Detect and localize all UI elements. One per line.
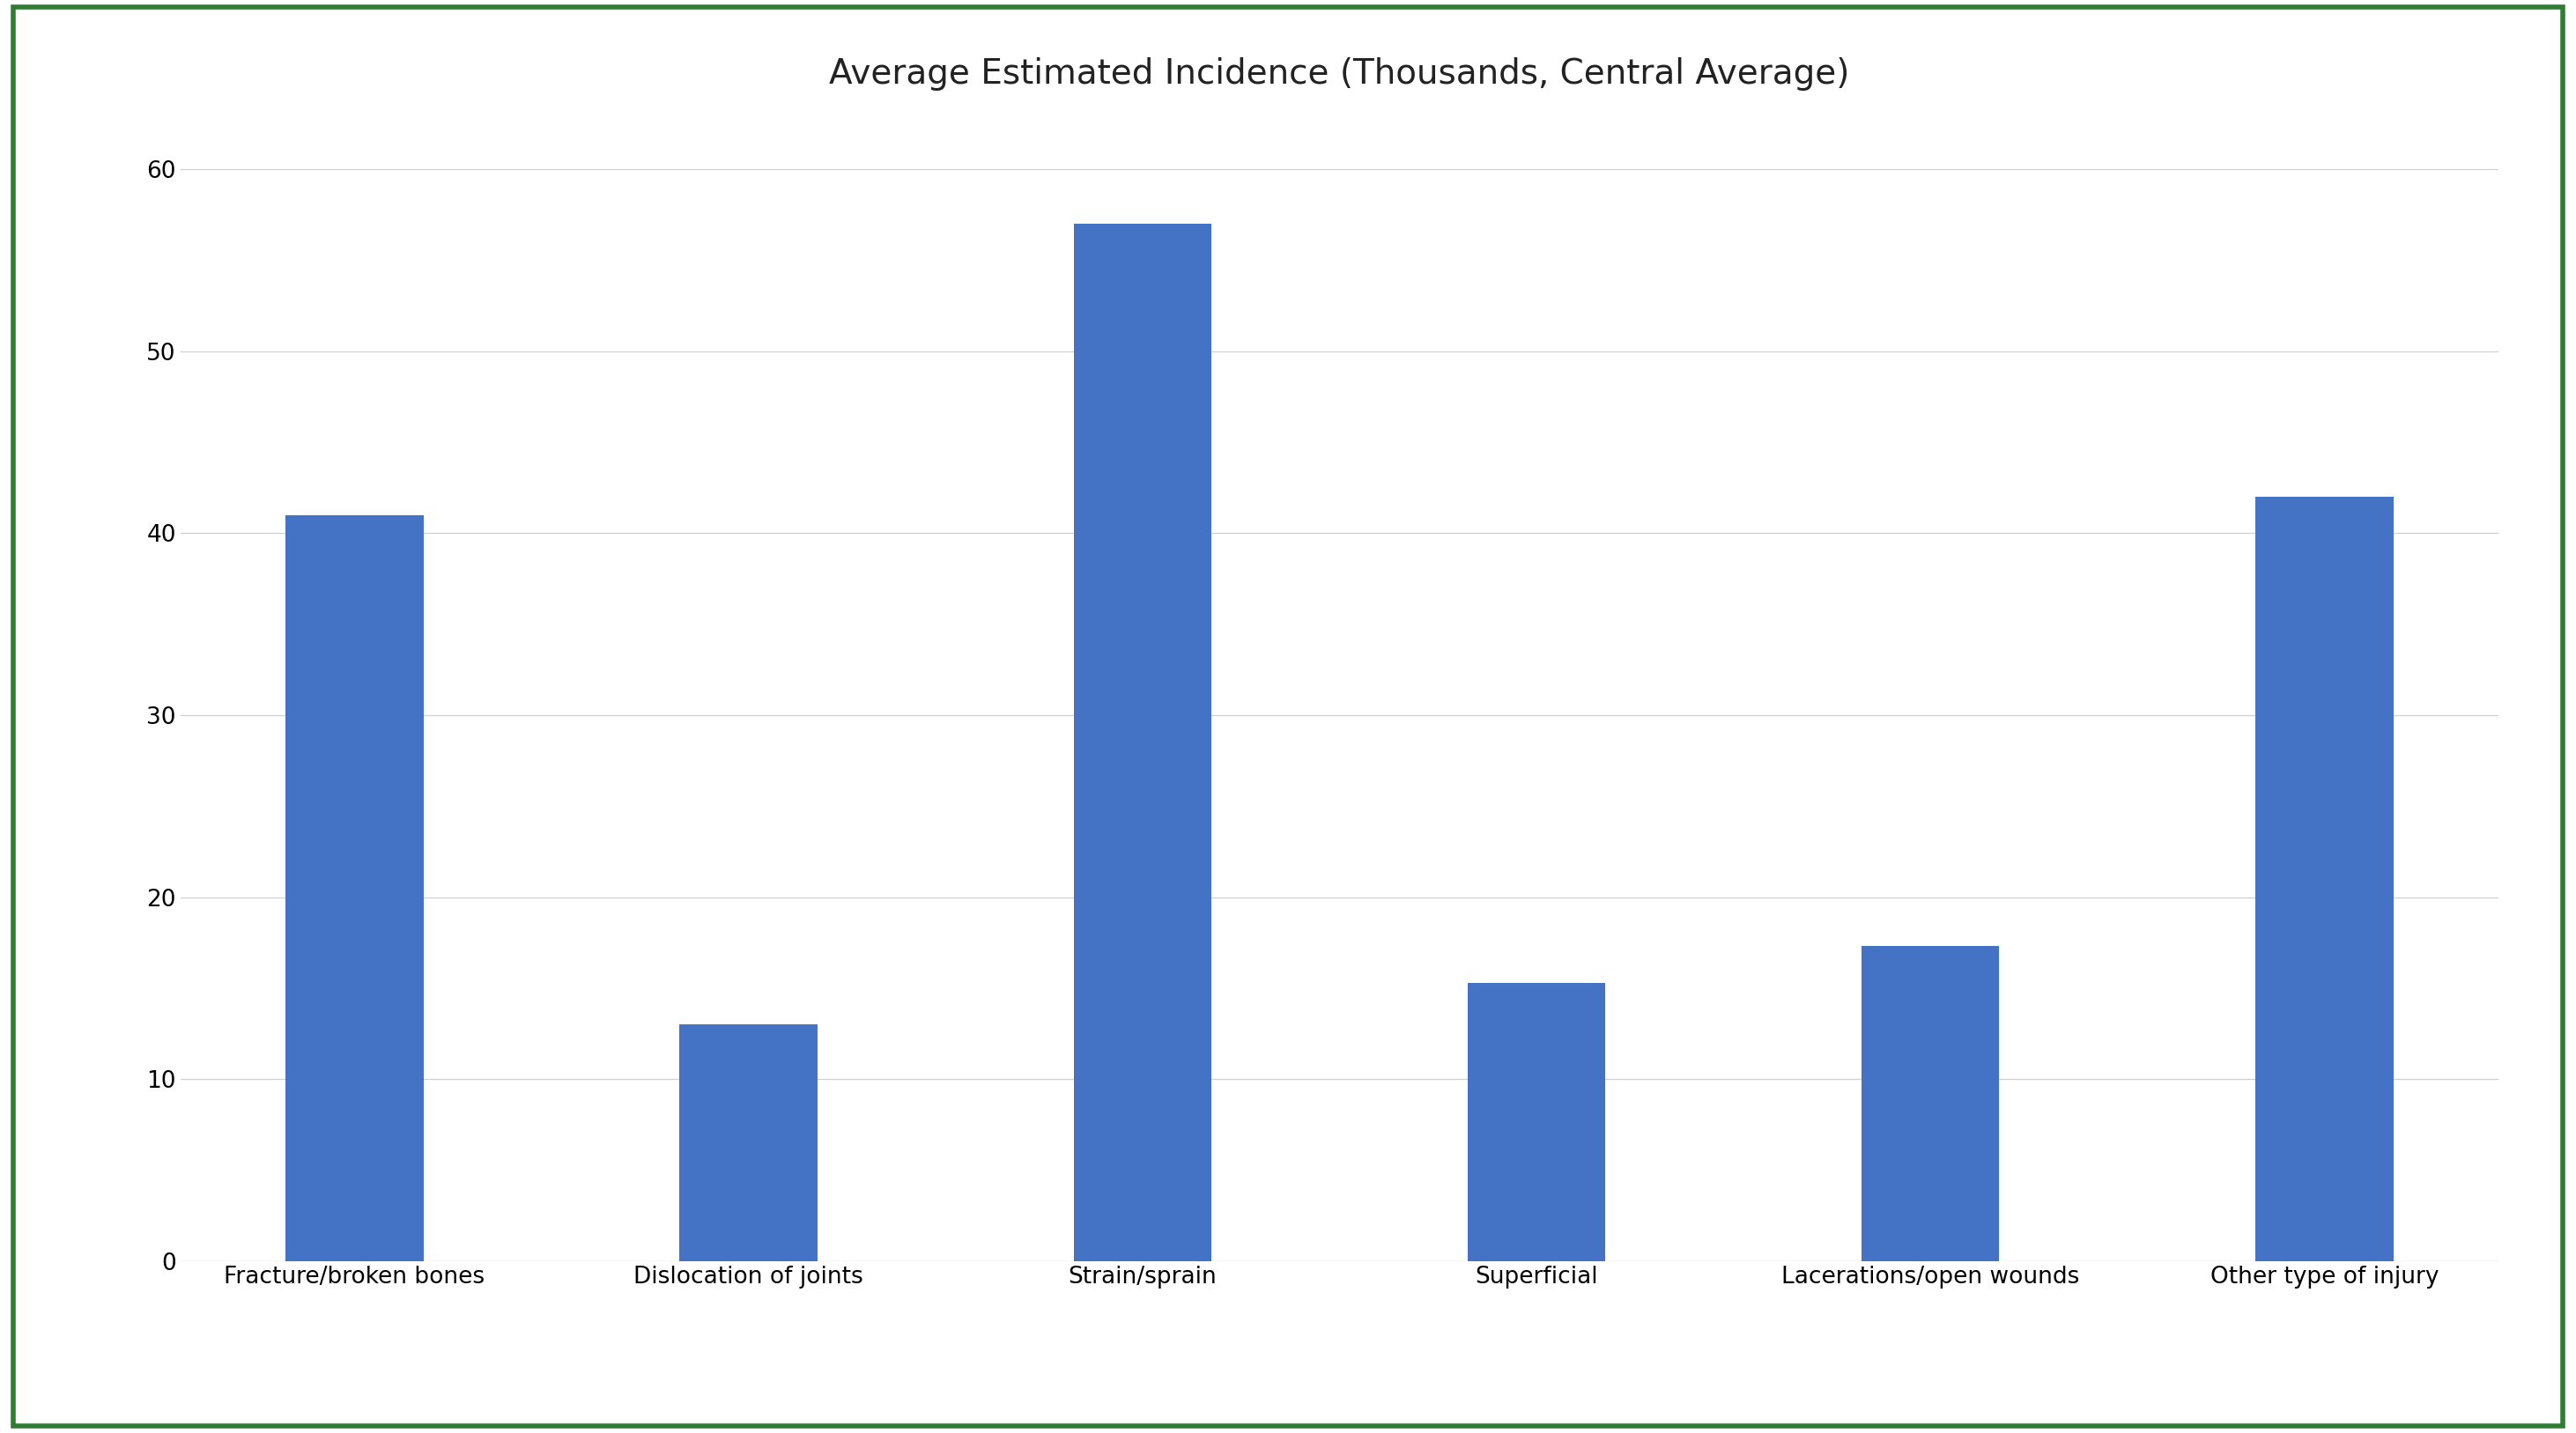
Bar — [286, 514, 422, 1261]
Bar — [680, 1025, 817, 1261]
Title: Average Estimated Incidence (Thousands, Central Average): Average Estimated Incidence (Thousands, … — [829, 57, 1850, 92]
Bar — [1468, 983, 1605, 1261]
Bar — [2257, 497, 2393, 1261]
Bar — [1862, 946, 1999, 1261]
Bar — [1074, 224, 1211, 1261]
